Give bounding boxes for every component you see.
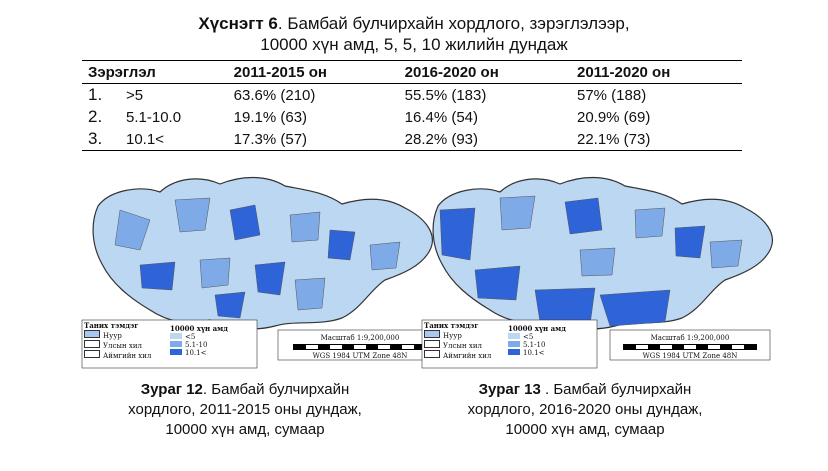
legend-label: Аймгийн хил — [443, 352, 492, 360]
legend-label: Улсын хил — [103, 342, 142, 350]
legend-boundary-country: Улсын хил — [84, 340, 151, 350]
mongolia-map-shape — [432, 176, 773, 330]
swatch-low — [170, 333, 182, 339]
legend-label: Улсын хил — [443, 342, 482, 350]
legend-label: 5.1-10 — [185, 341, 208, 349]
projection-label: WGS 1984 UTM Zone 48N — [312, 352, 408, 360]
caption-line-3: 10000 хүн амд, сумаар — [505, 421, 665, 438]
legend-boundary-aimag: Аймгийн хил — [84, 350, 151, 360]
swatch-high — [508, 349, 520, 355]
caption-figure-12: Зураг 12. Бамбай булчирхайн хордлого, 20… — [95, 380, 395, 440]
legend-title: Таних тэмдэг — [84, 321, 139, 330]
legend-label: Нуур — [103, 332, 122, 340]
row-grade: 5.1-10.0 — [126, 108, 182, 126]
cell-value: 28.2% (93) — [398, 128, 571, 151]
scale-bar — [623, 344, 757, 350]
row-grade: >5 — [126, 86, 144, 104]
swatch-mid — [508, 341, 520, 347]
header-2016-2020: 2016-2020 он — [398, 60, 571, 84]
caption-line-1: Зураг 13 . Бамбай булчирхайн — [435, 380, 735, 400]
cell-value: 17.3% (57) — [227, 128, 399, 151]
legend-title: Таних тэмдэг — [424, 321, 479, 330]
legend-class-mid: 5.1-10 — [170, 341, 228, 349]
swatch-low — [508, 333, 520, 339]
title-line-2: 10000 хүн амд, 5, 5, 10 жилийн дундаж — [260, 35, 568, 54]
table-row: 2. 5.1-10.0 19.1% (63) 16.4% (54) 20.9% … — [82, 106, 742, 128]
legend-label: Нуур — [443, 332, 462, 340]
row-number: 1. — [88, 85, 103, 104]
cell-value: 16.4% (54) — [404, 108, 479, 126]
mongolia-map-shape — [92, 176, 433, 330]
aimag-border-swatch — [424, 350, 440, 358]
caption-line-2: хордлого, 2016-2020 оны дундаж, — [467, 401, 703, 418]
legend-boundary-aimag: Аймгийн хил — [424, 350, 491, 360]
caption-figure-13: Зураг 13 . Бамбай булчирхайн хордлого, 2… — [435, 380, 735, 440]
legend-label: 10.1< — [523, 349, 545, 357]
table-title: Хүснэгт 6. Бамбай булчирхайн хордлого, з… — [0, 13, 828, 55]
legend-right: Таних тэмдэг Нуур Улсын хил Аймгийн хил — [424, 321, 491, 360]
caption-text: . Бамбай булчирхайн — [202, 381, 350, 398]
title-text: . Бамбай булчирхайн хордлого, зэрэглэлээ… — [277, 14, 630, 33]
cell-value: 19.1% (63) — [233, 108, 308, 126]
country-border-swatch — [84, 340, 100, 348]
legend-units: 10000 хүн амд — [508, 324, 566, 333]
legend-class-high: 10.1< — [170, 349, 228, 357]
legend-label: Аймгийн хил — [103, 352, 152, 360]
legend-left: Таних тэмдэг Нуур Улсын хил Аймгийн хил — [84, 321, 151, 360]
swatch-mid — [170, 341, 182, 347]
legend-units: 10000 хүн амд — [170, 324, 228, 333]
title-line-1: Хүснэгт 6. Бамбай булчирхайн хордлого, з… — [0, 13, 828, 34]
header-2011-2015: 2011-2015 он — [227, 60, 399, 84]
header-2011-2020: 2011-2020 он — [570, 60, 742, 84]
header-grade: Зэрэглэл — [82, 60, 228, 84]
scale-right: Масштаб 1:9,200,000 WGS 1984 UTM Zone 48… — [615, 334, 765, 360]
legend-label: 5.1-10 — [523, 341, 546, 349]
legend-class-high: 10.1< — [508, 349, 566, 357]
table-row: 1. >5 63.6% (210) 55.5% (183) 57% (188) — [82, 84, 742, 107]
country-border-swatch — [424, 340, 440, 348]
legend-classes-left: 10000 хүн амд <5 5.1-10 10.1< — [170, 324, 228, 357]
scale-bar — [293, 344, 427, 350]
cell-value: 55.5% (183) — [404, 86, 487, 104]
caption-line-1: Зураг 12. Бамбай булчирхайн — [95, 380, 395, 400]
row-number: 3. — [82, 128, 120, 151]
table-header-row: Зэрэглэл 2011-2015 он 2016-2020 он 2011-… — [82, 60, 742, 84]
caption-label: Зураг 12 — [140, 381, 203, 398]
table-row: 3. 10.1< 17.3% (57) 28.2% (93) 22.1% (73… — [82, 128, 742, 151]
cell-value: 20.9% (69) — [576, 108, 651, 126]
legend-label: <5 — [523, 333, 534, 341]
caption-text: . Бамбай булчирхайн — [540, 381, 692, 398]
legend-class-mid: 5.1-10 — [508, 341, 566, 349]
legend-boundary-lake: Нуур — [424, 330, 491, 340]
legend-boundary-lake: Нуур — [84, 330, 151, 340]
lake-swatch — [424, 330, 440, 338]
lake-swatch — [84, 330, 100, 338]
scale-left: Масштаб 1:9,200,000 WGS 1984 UTM Zone 48… — [285, 334, 435, 360]
caption-label: Зураг 13 — [478, 381, 541, 398]
legend-class-low: <5 — [170, 333, 228, 341]
legend-label: <5 — [185, 333, 196, 341]
row-grade: 10.1< — [120, 128, 228, 151]
title-label: Хүснэгт 6 — [198, 14, 278, 33]
swatch-high — [170, 349, 182, 355]
scale-label: Масштаб 1:9,200,000 — [320, 334, 400, 342]
legend-classes-right: 10000 хүн амд <5 5.1-10 10.1< — [508, 324, 566, 357]
cell-value: 22.1% (73) — [570, 128, 742, 151]
legend-label: 10.1< — [185, 349, 207, 357]
cell-value: 57% (188) — [576, 86, 647, 104]
scale-label: Масштаб 1:9,200,000 — [650, 334, 730, 342]
caption-line-2: хордлого, 2011-2015 оны дундаж, — [128, 401, 362, 418]
legend-boundary-country: Улсын хил — [424, 340, 491, 350]
legend-class-low: <5 — [508, 333, 566, 341]
row-number: 2. — [88, 107, 103, 126]
caption-line-3: 10000 хүн амд, сумаар — [165, 421, 325, 438]
grade-table: Зэрэглэл 2011-2015 он 2016-2020 он 2011-… — [82, 60, 742, 151]
aimag-border-swatch — [84, 350, 100, 358]
projection-label: WGS 1984 UTM Zone 48N — [642, 352, 738, 360]
cell-value: 63.6% (210) — [233, 86, 316, 104]
